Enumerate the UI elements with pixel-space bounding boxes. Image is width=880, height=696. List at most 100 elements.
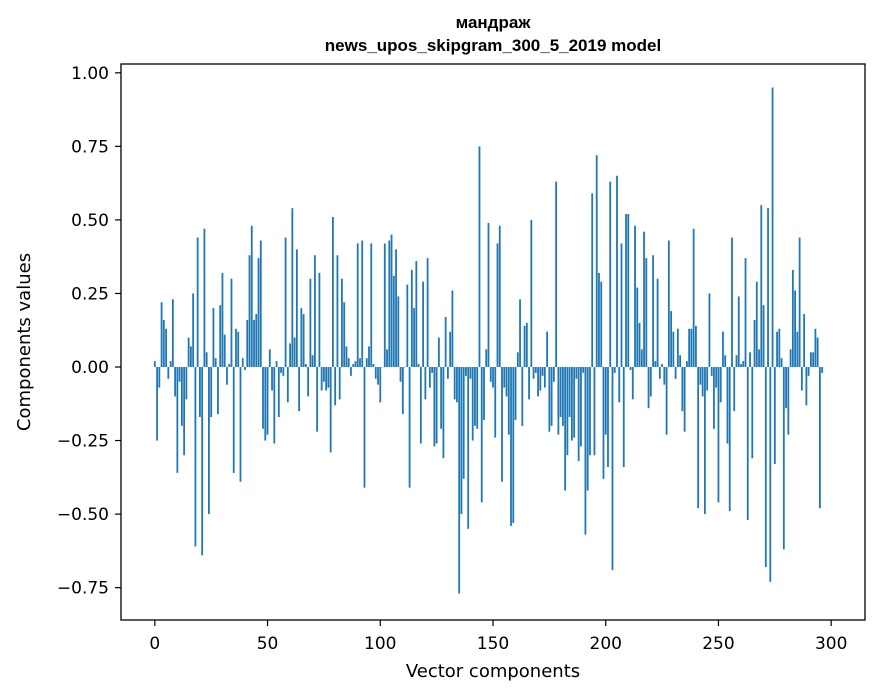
bar xyxy=(672,331,675,367)
bar xyxy=(449,331,452,367)
bar xyxy=(307,367,310,397)
bar xyxy=(543,367,546,388)
bar xyxy=(343,302,346,368)
bar xyxy=(805,367,808,406)
bar xyxy=(329,367,332,453)
bar xyxy=(167,367,170,379)
bar xyxy=(676,328,679,367)
bar xyxy=(532,367,535,379)
bar xyxy=(611,367,614,570)
bar xyxy=(275,361,278,367)
bar xyxy=(733,367,736,412)
y-tick-label: −0.25 xyxy=(57,432,109,452)
bar xyxy=(388,240,391,368)
bar xyxy=(561,367,564,426)
bar xyxy=(336,255,339,368)
bar xyxy=(697,367,700,509)
bar xyxy=(658,367,661,379)
bar xyxy=(361,240,364,368)
bar xyxy=(160,302,163,368)
x-tick-label: 150 xyxy=(477,634,509,654)
bar xyxy=(692,228,695,367)
bar xyxy=(176,367,179,473)
bar xyxy=(571,367,573,441)
y-tick-label: −0.75 xyxy=(57,579,109,599)
bar xyxy=(498,225,501,368)
bar xyxy=(548,367,551,432)
bar xyxy=(431,367,434,373)
bar xyxy=(456,367,458,403)
bar xyxy=(397,296,400,367)
chart-title: мандраж xyxy=(456,13,532,32)
bar xyxy=(699,367,702,385)
bar xyxy=(289,343,291,367)
bar xyxy=(309,278,312,367)
bar xyxy=(210,367,213,418)
bar xyxy=(383,243,386,368)
bar xyxy=(248,255,251,368)
bar xyxy=(600,281,603,367)
bar xyxy=(390,234,393,367)
bar xyxy=(311,355,314,368)
bar xyxy=(246,319,249,368)
bar xyxy=(717,367,720,503)
bar xyxy=(796,331,799,367)
bar xyxy=(681,367,684,412)
bar xyxy=(746,367,749,520)
bar xyxy=(816,337,819,368)
bar xyxy=(174,367,177,397)
y-tick-label: 1.00 xyxy=(71,64,109,84)
bar xyxy=(494,367,497,438)
bar xyxy=(217,367,219,415)
bar xyxy=(740,364,742,367)
bar xyxy=(304,364,307,367)
bar xyxy=(791,269,794,368)
bar xyxy=(710,367,713,376)
bar xyxy=(221,272,224,368)
bar xyxy=(627,214,630,367)
bar xyxy=(259,240,262,368)
bar xyxy=(814,328,817,367)
bar xyxy=(320,367,323,391)
bar xyxy=(392,275,395,368)
bar xyxy=(728,367,731,512)
bar xyxy=(643,231,645,367)
bar xyxy=(440,367,443,429)
bar xyxy=(789,349,792,367)
bar xyxy=(530,219,533,368)
bar xyxy=(284,237,287,368)
bar xyxy=(483,367,485,420)
bar xyxy=(663,367,666,385)
bar xyxy=(465,367,467,376)
bar xyxy=(408,367,411,488)
bar xyxy=(636,287,639,368)
bar xyxy=(368,346,370,367)
bar xyxy=(638,322,641,368)
bar xyxy=(798,237,801,368)
bar xyxy=(471,367,474,441)
bar xyxy=(359,358,361,368)
bar xyxy=(667,240,670,368)
bar xyxy=(271,367,273,391)
bar xyxy=(744,258,747,368)
bar xyxy=(724,355,727,368)
bar xyxy=(679,355,682,368)
bar xyxy=(539,367,542,391)
bar xyxy=(807,367,810,376)
bar xyxy=(618,367,621,403)
bar xyxy=(521,367,524,426)
bar xyxy=(564,367,567,491)
bar xyxy=(223,334,226,368)
bar xyxy=(183,367,186,456)
bar xyxy=(794,290,797,368)
bar xyxy=(496,243,499,368)
bar xyxy=(352,364,355,367)
bar xyxy=(512,367,515,523)
bar xyxy=(557,367,560,435)
bar xyxy=(162,319,165,368)
x-tick-label: 250 xyxy=(702,634,734,654)
bar xyxy=(821,367,824,373)
bar xyxy=(559,367,562,418)
bar xyxy=(582,367,585,373)
